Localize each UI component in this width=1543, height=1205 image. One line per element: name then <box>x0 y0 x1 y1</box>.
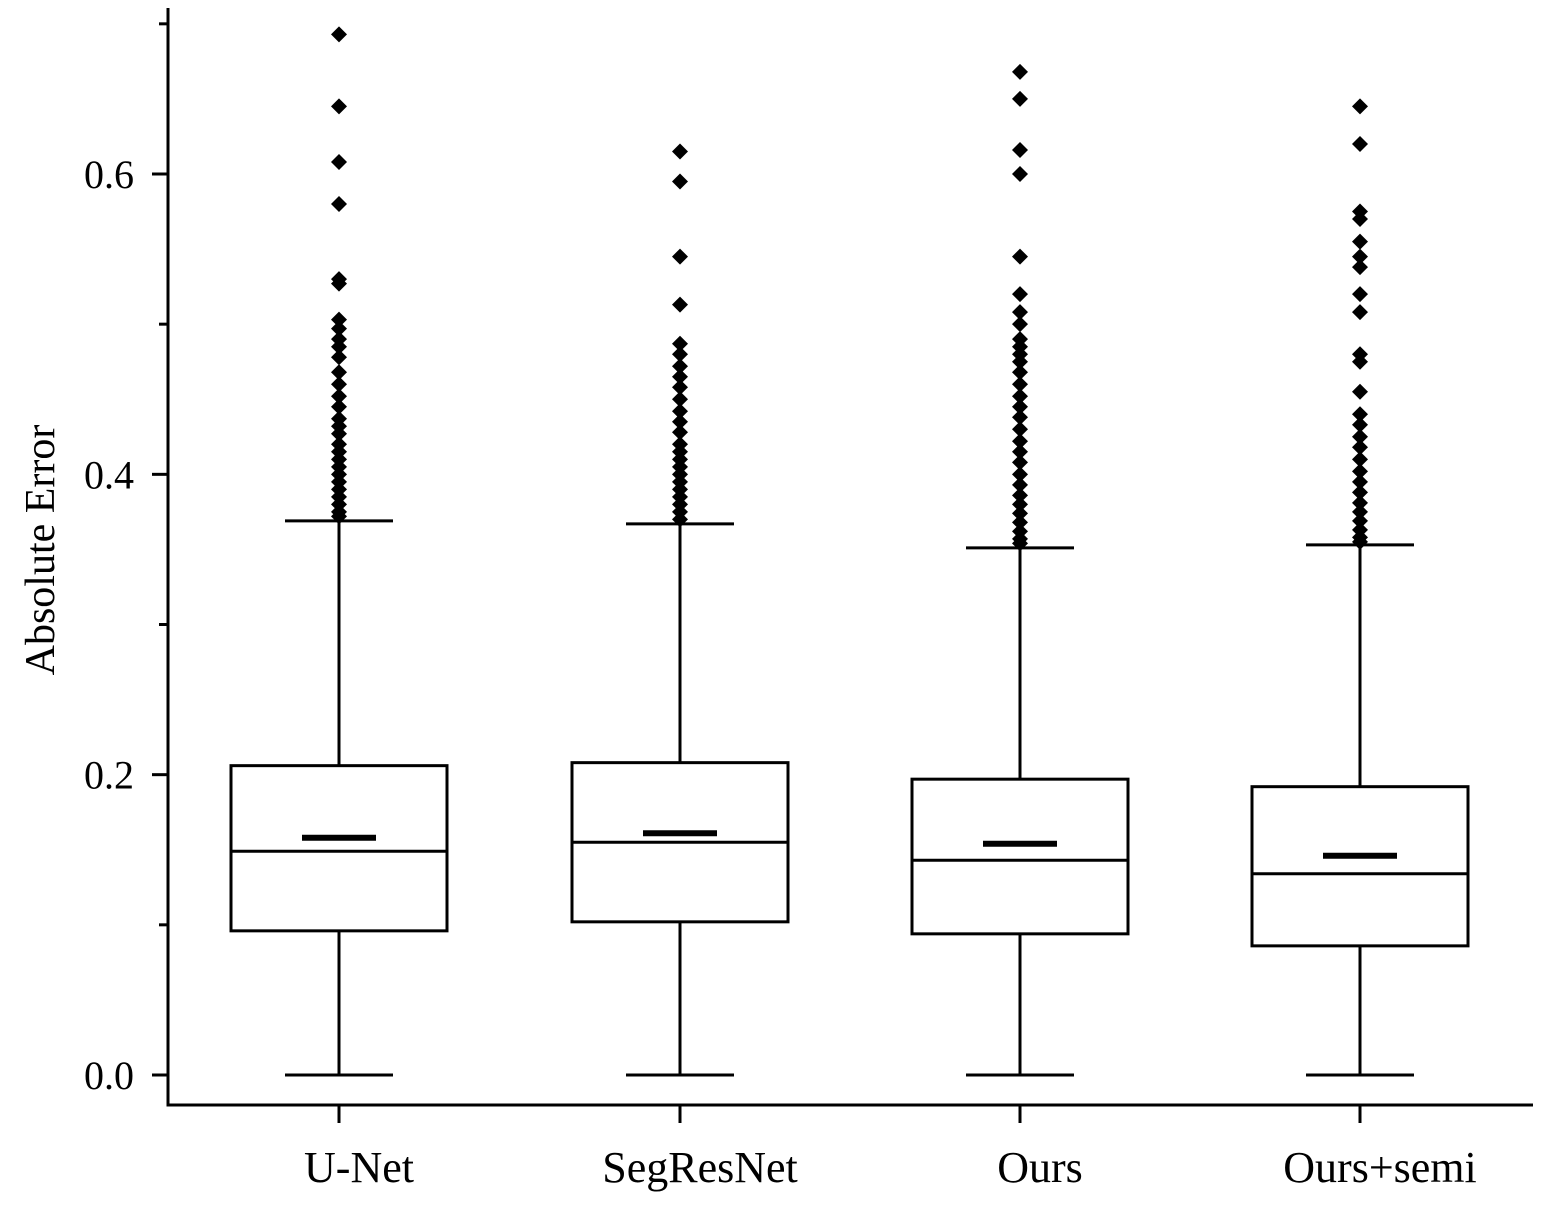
outlier-point <box>331 388 347 405</box>
outlier-point <box>1352 463 1368 480</box>
outlier-point <box>1012 514 1028 531</box>
outlier-point <box>331 320 347 337</box>
outlier-point <box>672 335 688 352</box>
iqr-box <box>910 777 1130 936</box>
outlier-point <box>331 349 347 366</box>
outlier-point <box>1012 476 1028 493</box>
outlier-point <box>1012 505 1028 522</box>
outlier-point <box>1352 473 1368 490</box>
outlier-point <box>672 143 688 160</box>
labels-group: Absolute Error <box>18 425 64 676</box>
outlier-point <box>1012 487 1028 504</box>
outlier-point <box>672 346 688 363</box>
outlier-point <box>1012 353 1028 370</box>
outlier-point <box>1012 166 1028 182</box>
axes-group: 0.0 0.2 0.4 0.6 U-Net SegResNet Ours Ours+semi <box>84 8 1533 1192</box>
outlier-point <box>1352 286 1368 303</box>
outlier-point <box>1012 364 1028 381</box>
outlier-point <box>1352 439 1368 456</box>
y-tick-label: 0.4 <box>84 452 134 497</box>
x-category-label: Ours+semi <box>1283 1143 1476 1192</box>
outlier-point <box>1012 248 1028 265</box>
outlier-point <box>1012 409 1028 426</box>
iqr-box <box>1250 785 1470 948</box>
outlier-point <box>1352 451 1368 468</box>
outlier-point <box>331 196 347 213</box>
y-tick-label: 0.2 <box>84 753 134 798</box>
outlier-point <box>672 403 688 420</box>
outlier-point <box>1012 433 1028 450</box>
outlier-point <box>1012 90 1028 107</box>
outlier-point <box>1012 443 1028 460</box>
outlier-point <box>672 358 688 375</box>
outlier-point <box>672 379 688 396</box>
outlier-point <box>1352 259 1368 276</box>
outlier-point <box>1352 98 1368 115</box>
x-category-label: SegResNet <box>602 1143 798 1192</box>
outlier-point <box>331 364 347 381</box>
outlier-point <box>1352 428 1368 445</box>
outlier-point <box>331 26 347 43</box>
outlier-point <box>1352 353 1368 370</box>
y-axis-title: Absolute Error <box>18 425 64 676</box>
boxes-group <box>229 519 1470 1077</box>
outlier-point <box>672 296 688 313</box>
outlier-point <box>331 98 347 115</box>
outlier-point <box>1352 512 1368 529</box>
outlier-point <box>1012 141 1028 158</box>
outlier-point <box>1012 304 1028 321</box>
outlier-point <box>672 413 688 430</box>
outlier-point <box>1352 135 1368 152</box>
iqr-box <box>229 764 449 933</box>
outlier-point <box>1012 421 1028 438</box>
box-4 <box>1250 543 1470 1077</box>
outlier-point <box>331 338 347 355</box>
outlier-point <box>1352 503 1368 520</box>
outlier-point <box>1352 233 1368 250</box>
outlier-point <box>1352 484 1368 501</box>
y-tick-label: 0.6 <box>84 152 134 197</box>
outlier-point <box>1352 304 1368 321</box>
outlier-point <box>672 248 688 265</box>
outliers-group <box>331 26 1368 552</box>
outlier-point <box>672 173 688 190</box>
outlier-point <box>1352 383 1368 400</box>
outlier-point <box>1012 388 1028 405</box>
outlier-point <box>1352 248 1368 265</box>
outlier-point <box>1012 454 1028 471</box>
outlier-point <box>1012 398 1028 415</box>
box-1 <box>229 519 449 1077</box>
outlier-point <box>1012 63 1028 80</box>
outlier-point <box>672 391 688 408</box>
outlier-point <box>1012 496 1028 513</box>
outlier-point <box>331 398 347 415</box>
outlier-point <box>1012 376 1028 393</box>
outlier-point <box>1352 406 1368 423</box>
outlier-point <box>672 368 688 385</box>
outlier-point <box>1012 466 1028 483</box>
x-category-label: Ours <box>997 1143 1083 1192</box>
outlier-point <box>1012 286 1028 303</box>
outlier-point <box>331 153 347 170</box>
outlier-point <box>331 275 347 292</box>
outlier-point <box>1352 416 1368 433</box>
outlier-point <box>331 376 347 393</box>
outlier-point <box>1352 494 1368 511</box>
outlier-point <box>1352 533 1368 550</box>
outlier-point <box>672 511 688 528</box>
y-tick-label: 0.0 <box>84 1053 134 1098</box>
outlier-point <box>672 424 688 441</box>
box-2 <box>570 522 790 1077</box>
x-category-label: U-Net <box>304 1143 414 1192</box>
box-3 <box>910 546 1130 1077</box>
outlier-point <box>1012 535 1028 552</box>
outlier-point <box>331 425 347 442</box>
outlier-point <box>331 508 347 525</box>
outlier-point <box>1352 211 1368 228</box>
outlier-point <box>331 311 347 328</box>
outlier-point <box>1012 316 1028 333</box>
